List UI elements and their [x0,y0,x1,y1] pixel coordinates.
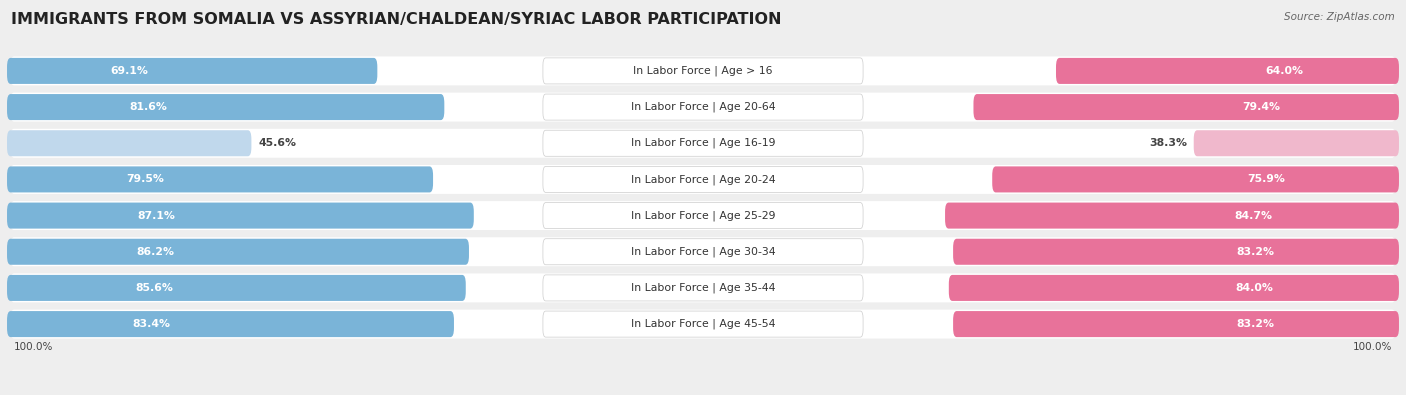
FancyBboxPatch shape [10,165,1396,194]
FancyBboxPatch shape [7,203,474,229]
FancyBboxPatch shape [945,203,1399,229]
FancyBboxPatch shape [10,129,1396,158]
FancyBboxPatch shape [10,237,1396,266]
Text: 69.1%: 69.1% [111,66,149,76]
Text: 85.6%: 85.6% [135,283,173,293]
FancyBboxPatch shape [973,94,1399,120]
Text: 81.6%: 81.6% [129,102,167,112]
FancyBboxPatch shape [543,239,863,265]
FancyBboxPatch shape [543,58,863,84]
FancyBboxPatch shape [543,311,863,337]
FancyBboxPatch shape [10,92,1396,122]
FancyBboxPatch shape [7,130,252,156]
FancyBboxPatch shape [7,275,465,301]
FancyBboxPatch shape [543,130,863,156]
Text: 64.0%: 64.0% [1265,66,1303,76]
Text: In Labor Force | Age 35-44: In Labor Force | Age 35-44 [631,283,775,293]
Text: 84.0%: 84.0% [1234,283,1272,293]
FancyBboxPatch shape [543,94,863,120]
FancyBboxPatch shape [953,311,1399,337]
Text: 75.9%: 75.9% [1247,175,1285,184]
FancyBboxPatch shape [543,275,863,301]
Text: 79.4%: 79.4% [1241,102,1279,112]
Text: 100.0%: 100.0% [14,342,53,352]
FancyBboxPatch shape [10,273,1396,303]
Text: IMMIGRANTS FROM SOMALIA VS ASSYRIAN/CHALDEAN/SYRIAC LABOR PARTICIPATION: IMMIGRANTS FROM SOMALIA VS ASSYRIAN/CHAL… [11,12,782,27]
FancyBboxPatch shape [1056,58,1399,84]
FancyBboxPatch shape [953,239,1399,265]
Text: Source: ZipAtlas.com: Source: ZipAtlas.com [1284,12,1395,22]
FancyBboxPatch shape [1194,130,1399,156]
Text: In Labor Force | Age 20-64: In Labor Force | Age 20-64 [631,102,775,112]
FancyBboxPatch shape [10,310,1396,339]
FancyBboxPatch shape [7,58,377,84]
Text: 83.2%: 83.2% [1236,247,1274,257]
FancyBboxPatch shape [543,203,863,229]
FancyBboxPatch shape [7,94,444,120]
Text: In Labor Force | Age 25-29: In Labor Force | Age 25-29 [631,210,775,221]
Text: 45.6%: 45.6% [259,138,297,148]
Text: In Labor Force | Age 45-54: In Labor Force | Age 45-54 [631,319,775,329]
FancyBboxPatch shape [993,166,1399,192]
Text: 83.4%: 83.4% [132,319,170,329]
Text: In Labor Force | Age 20-24: In Labor Force | Age 20-24 [631,174,775,185]
Text: In Labor Force | Age 30-34: In Labor Force | Age 30-34 [631,246,775,257]
Text: 79.5%: 79.5% [127,175,165,184]
Text: 84.7%: 84.7% [1234,211,1272,220]
Text: In Labor Force | Age 16-19: In Labor Force | Age 16-19 [631,138,775,149]
Text: 86.2%: 86.2% [136,247,174,257]
Text: 38.3%: 38.3% [1149,138,1187,148]
Text: In Labor Force | Age > 16: In Labor Force | Age > 16 [633,66,773,76]
Text: 83.2%: 83.2% [1236,319,1274,329]
FancyBboxPatch shape [7,239,470,265]
FancyBboxPatch shape [7,166,433,192]
FancyBboxPatch shape [949,275,1399,301]
FancyBboxPatch shape [543,166,863,192]
FancyBboxPatch shape [10,56,1396,85]
FancyBboxPatch shape [7,311,454,337]
Text: 100.0%: 100.0% [1353,342,1392,352]
FancyBboxPatch shape [10,201,1396,230]
Text: 87.1%: 87.1% [138,211,176,220]
